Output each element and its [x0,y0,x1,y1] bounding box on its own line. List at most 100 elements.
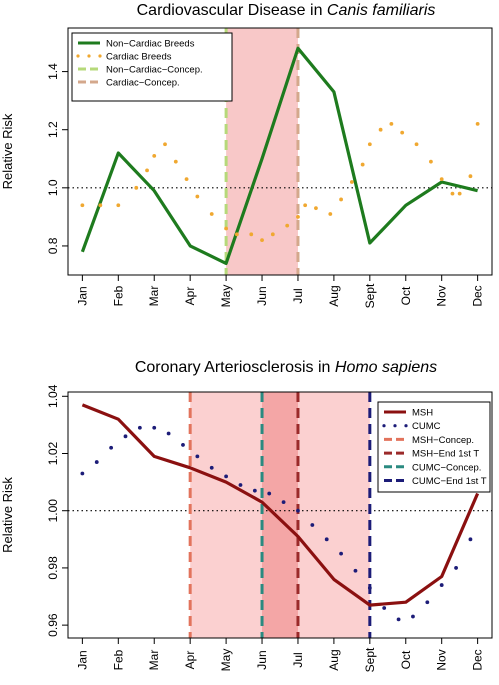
x-tick-label: Dec [471,285,485,306]
chart-title: Cardiovascular Disease in Canis familiar… [137,2,436,19]
x-tick-label: Nov [435,285,449,306]
series-point-1-16 [310,523,315,527]
series-point-1-11 [224,226,229,231]
series-point-1-7 [173,159,178,164]
series-point-1-27 [468,537,473,542]
y-axis-label: Relative Risk [0,113,15,189]
x-tick-label: Feb [111,649,125,670]
series-point-1-15 [296,508,300,513]
x-tick-label: Oct [399,650,413,669]
series-point-1-17 [324,537,329,542]
series-point-1-28 [414,142,419,147]
series-point-1-14 [260,238,264,243]
series-point-1-24 [425,600,430,605]
series-point-1-20 [328,212,333,216]
series-point-1-0 [80,471,85,476]
series-point-1-4 [137,425,142,430]
series-point-1-8 [195,454,200,459]
x-tick-label: Mar [147,286,161,307]
series-point-1-7 [181,443,185,447]
chart-title-species: Canis familiaris [327,2,435,19]
series-point-1-3 [123,434,128,439]
shaded-region-1 [262,392,298,638]
series-point-1-31 [450,191,455,196]
series-point-1-4 [145,168,149,173]
series-point-1-6 [163,142,167,147]
x-tick-label: Jun [255,286,269,305]
series-point-1-21 [339,197,343,202]
y-axis-label: Relative Risk [0,477,15,553]
series-point-1-27 [400,130,405,135]
x-tick-label: Feb [111,285,125,306]
y-tick-label: 0.8 [46,237,60,254]
series-point-1-34 [475,121,480,126]
legend-label: Non−Cardiac Breeds [106,39,195,50]
x-tick-label: Jul [291,288,305,303]
series-point-1-13 [267,491,272,496]
series-point-1-12 [252,488,257,493]
x-tick-label: Dec [471,649,485,670]
legend-label: Cardiac−Concep. [106,78,180,89]
series-point-1-23 [411,614,415,619]
legend-label: MSH [412,408,433,419]
series-point-1-15 [270,232,275,237]
series-point-1-13 [249,232,254,237]
series-point-1-19 [314,206,318,211]
x-tick-label: Sept [363,647,377,672]
series-point-1-10 [224,474,229,479]
series-point-1-17 [296,214,300,219]
series-point-1-9 [195,194,200,199]
legend-label: MSH−End 1st T [412,449,479,460]
series-point-1-29 [429,159,433,164]
legend-label: Non−Cardiac−Concep. [106,65,203,76]
series-point-1-20 [367,586,372,590]
series-point-1-5 [152,153,157,158]
x-tick-label: Jan [75,650,89,669]
legend-key-1-dot-1 [87,54,91,58]
shaded-region-0 [226,28,298,275]
series-point-1-1 [94,460,99,464]
legend-box [377,401,491,493]
x-tick-label: Sept [363,283,377,308]
series-point-1-19 [353,568,358,573]
series-point-1-33 [468,174,473,179]
x-tick-label: Mar [147,650,161,671]
legend-key-1-dot-0 [76,54,80,58]
x-tick-label: Jan [75,286,89,305]
x-tick-label: Oct [399,286,413,305]
series-point-1-24 [367,142,372,147]
chart-panel-1: Cardiovascular Disease in Canis familiar… [0,2,493,308]
series-line-0 [81,403,480,607]
x-tick-label: Aug [327,649,341,670]
y-tick-label: 1.2 [46,121,60,138]
chart-title-species: Homo sapiens [335,359,437,376]
x-tick-label: Apr [183,287,197,306]
x-tick-label: Nov [435,649,449,670]
y-tick-label: 1.04 [46,384,60,408]
series-point-1-32 [457,191,462,196]
x-tick-label: Jun [255,650,269,669]
series-point-1-18 [303,203,308,208]
legend-label: CUMC−End 1st T [412,476,487,487]
chart-title-text: Coronary Arteriosclerosis in [135,359,335,376]
series-point-1-3 [134,185,139,190]
series-point-1-6 [166,431,171,436]
legend-label: CUMC [412,421,441,432]
series-point-1-16 [285,223,290,228]
plot-frame [67,391,493,639]
legend-key-1-dot-2 [98,54,102,58]
y-tick-label: 1.00 [46,499,60,523]
series-line-0 [80,46,478,265]
y-tick-label: 1.02 [46,441,60,465]
series-point-1-21 [382,606,387,610]
x-tick-label: May [219,285,233,308]
series-point-1-25 [439,583,444,587]
series-point-1-23 [360,162,365,167]
legend: MSH CUMC MSH−Concep. MSH−End 1st T CUMC−Conc… [377,401,491,493]
series-point-1-0 [80,203,85,208]
legend-label: Cardiac Breeds [106,52,172,63]
series-point-1-25 [378,127,383,132]
y-tick-label: 0.96 [46,613,60,637]
x-tick-label: Apr [183,651,197,670]
